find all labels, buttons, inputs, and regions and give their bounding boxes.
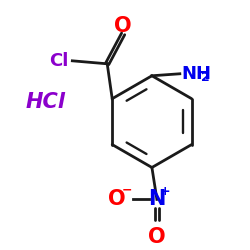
Text: HCl: HCl [25, 92, 65, 112]
Text: N: N [148, 190, 166, 210]
Text: 2: 2 [201, 71, 209, 84]
Text: O: O [148, 227, 166, 247]
Text: NH: NH [182, 65, 212, 83]
Text: +: + [160, 185, 170, 198]
Text: O: O [114, 16, 132, 36]
Text: −: − [122, 184, 132, 197]
Text: Cl: Cl [49, 52, 68, 70]
Text: O: O [108, 190, 126, 210]
